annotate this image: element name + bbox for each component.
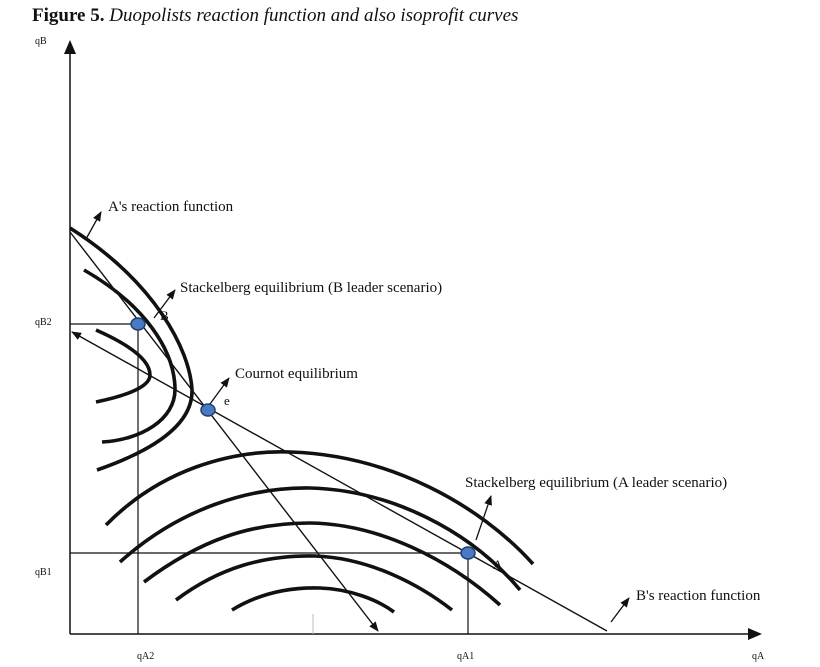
isoprofit-a-3 xyxy=(142,521,502,607)
tick-label-qa2: qA2 xyxy=(137,651,154,662)
cournot-pointer xyxy=(209,377,230,405)
isoprofit-b-outer xyxy=(69,226,194,472)
stackelberg-b-point xyxy=(130,317,146,331)
b-reaction-pointer xyxy=(610,597,630,623)
point-a-label: A xyxy=(493,557,503,572)
point-e-label: e xyxy=(224,393,230,408)
point-b-label: B xyxy=(160,308,169,323)
a-reaction-function-line xyxy=(69,231,379,632)
isoprofit-b-inner xyxy=(95,328,152,404)
cournot-equilibrium-point xyxy=(200,403,216,417)
y-axis-label: qB xyxy=(35,36,47,47)
b-reaction-function-label: B's reaction function xyxy=(636,588,761,604)
isoprofit-a-4 xyxy=(174,554,454,612)
figure-title: Figure 5. Duopolists reaction function a… xyxy=(32,4,518,28)
isoprofit-b-middle xyxy=(83,268,177,444)
stackelberg-b-pointer xyxy=(153,289,176,319)
isoprofit-a-5 xyxy=(231,586,396,614)
stackelberg-a-pointer xyxy=(475,495,492,541)
cournot-equilibrium-label: Cournot equilibrium xyxy=(235,366,358,382)
stackelberg-a-label: Stackelberg equilibrium (A leader scenar… xyxy=(465,475,727,491)
figure-caption: Duopolists reaction function and also is… xyxy=(109,5,519,26)
isoprofit-a-2 xyxy=(118,486,522,592)
isoprofit-a-1 xyxy=(104,450,535,566)
tick-label-qa1: qA1 xyxy=(457,651,474,662)
a-reaction-pointer xyxy=(85,211,102,240)
figure-number: Figure 5. xyxy=(32,5,105,26)
tick-label-qb1: qB1 xyxy=(35,567,52,578)
stackelberg-a-point xyxy=(460,546,476,560)
stackelberg-b-label: Stackelberg equilibrium (B leader scenar… xyxy=(180,280,442,296)
x-axis-label: qA xyxy=(752,651,765,662)
b-reaction-function-line xyxy=(71,331,608,632)
tick-label-qb2: qB2 xyxy=(35,317,52,328)
a-reaction-function-label: A's reaction function xyxy=(108,199,234,215)
y-axis-arrowhead xyxy=(64,40,76,54)
x-axis-arrowhead xyxy=(748,628,762,640)
